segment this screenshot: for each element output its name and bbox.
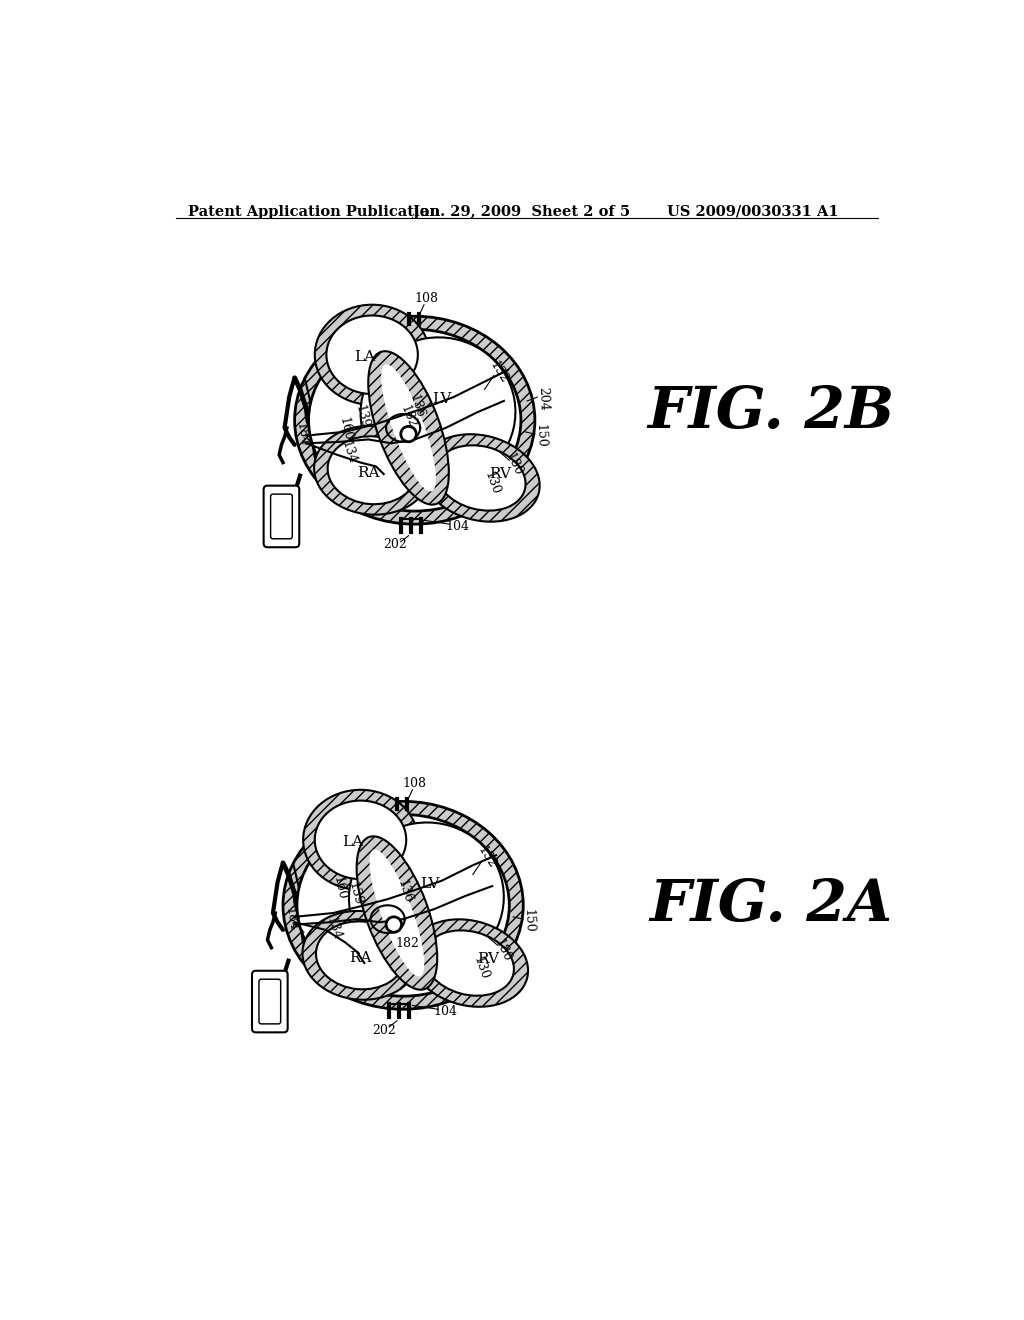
Text: 184: 184: [294, 421, 311, 447]
Text: LA: LA: [354, 350, 375, 364]
Text: 132: 132: [475, 843, 499, 871]
Text: 150: 150: [534, 424, 547, 447]
Text: 160: 160: [331, 875, 348, 902]
Text: RA: RA: [349, 950, 372, 965]
Ellipse shape: [369, 351, 449, 504]
FancyBboxPatch shape: [263, 486, 299, 548]
Text: 182: 182: [395, 937, 419, 950]
Text: 130: 130: [470, 954, 490, 982]
Text: 132: 132: [486, 359, 510, 385]
Text: 130: 130: [482, 470, 503, 496]
Text: 150: 150: [522, 908, 536, 933]
Text: RV: RV: [489, 467, 511, 480]
Ellipse shape: [327, 315, 418, 393]
Ellipse shape: [308, 330, 521, 511]
Text: 139: 139: [352, 403, 372, 429]
Text: 104: 104: [434, 1005, 458, 1018]
Ellipse shape: [302, 911, 419, 999]
Text: FIG. 2A: FIG. 2A: [649, 876, 893, 933]
FancyBboxPatch shape: [252, 970, 288, 1032]
Circle shape: [386, 917, 401, 932]
Ellipse shape: [316, 921, 406, 989]
Ellipse shape: [410, 919, 528, 1007]
Text: Patent Application Publication: Patent Application Publication: [188, 205, 440, 219]
Ellipse shape: [381, 364, 436, 491]
Ellipse shape: [424, 931, 514, 995]
Ellipse shape: [283, 801, 523, 1010]
Text: 204: 204: [536, 387, 550, 411]
Text: 108: 108: [415, 292, 438, 305]
Text: US 2009/0030331 A1: US 2009/0030331 A1: [667, 205, 839, 219]
Ellipse shape: [303, 789, 418, 890]
Ellipse shape: [360, 338, 515, 487]
Text: 136: 136: [395, 878, 415, 906]
Ellipse shape: [422, 434, 540, 521]
Text: 108: 108: [402, 777, 427, 791]
Text: 104: 104: [445, 520, 469, 533]
Text: 180: 180: [492, 936, 513, 964]
Text: 139: 139: [346, 880, 365, 907]
Ellipse shape: [314, 800, 407, 879]
Ellipse shape: [370, 850, 424, 977]
Ellipse shape: [295, 317, 535, 524]
Ellipse shape: [314, 305, 429, 405]
Text: RV: RV: [477, 952, 500, 966]
Ellipse shape: [349, 822, 504, 973]
Text: 202: 202: [372, 1023, 395, 1036]
Ellipse shape: [356, 837, 437, 990]
FancyBboxPatch shape: [259, 979, 281, 1024]
Text: LV: LV: [432, 392, 452, 405]
Text: 134: 134: [324, 915, 343, 942]
Text: 182: 182: [398, 403, 419, 430]
Text: 180: 180: [503, 451, 525, 478]
Text: 134: 134: [339, 440, 358, 466]
Ellipse shape: [328, 437, 417, 504]
Text: RA: RA: [357, 466, 380, 479]
FancyBboxPatch shape: [270, 494, 292, 539]
Text: 202: 202: [384, 539, 408, 552]
Text: 160: 160: [336, 416, 354, 442]
Text: LA: LA: [342, 836, 364, 849]
Text: 184: 184: [283, 907, 299, 932]
Ellipse shape: [297, 814, 509, 997]
Circle shape: [400, 426, 417, 442]
Text: LV: LV: [421, 876, 440, 891]
Ellipse shape: [435, 445, 525, 511]
Ellipse shape: [314, 426, 430, 515]
Text: 136: 136: [407, 393, 426, 420]
Text: Jan. 29, 2009  Sheet 2 of 5: Jan. 29, 2009 Sheet 2 of 5: [414, 205, 631, 219]
Text: FIG. 2B: FIG. 2B: [647, 384, 895, 441]
